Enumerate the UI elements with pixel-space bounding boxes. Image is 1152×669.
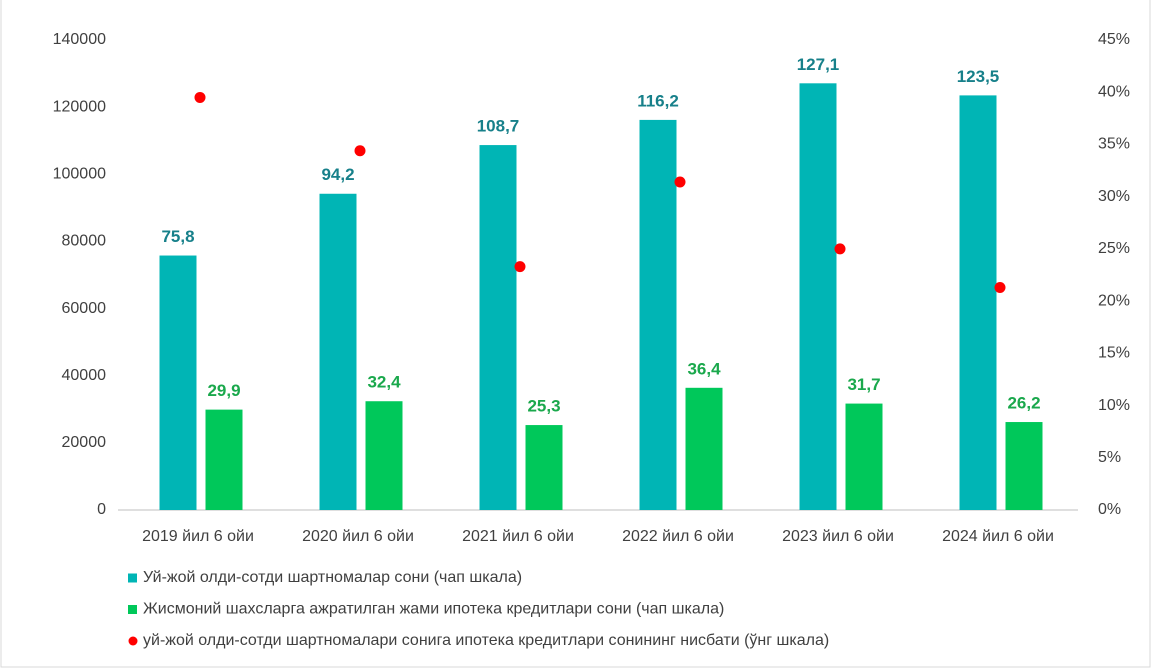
legend-marker — [128, 573, 137, 583]
point — [834, 243, 846, 255]
x-tick-label: 2021 йил 6 ойи — [462, 528, 574, 545]
legend-marker — [128, 636, 138, 646]
bar — [959, 95, 997, 511]
y-tick-label: 60000 — [62, 300, 107, 317]
bar — [685, 387, 723, 510]
bar — [159, 255, 197, 510]
y-tick-label: 40000 — [62, 367, 107, 384]
data-label: 94,2 — [321, 165, 354, 184]
bar — [639, 119, 677, 511]
point — [354, 145, 366, 157]
point — [194, 91, 206, 103]
y2-tick-label: 25% — [1098, 240, 1130, 257]
x-tick-label: 2019 йил 6 ойи — [142, 528, 254, 545]
y-tick-label: 100000 — [53, 166, 106, 183]
bar — [319, 193, 357, 510]
bar — [205, 409, 243, 510]
legend-label: Жисмоний шахсларга ажратилган жами ипоте… — [143, 601, 724, 618]
data-label: 31,7 — [847, 375, 880, 394]
point — [994, 282, 1006, 294]
legend-marker — [128, 605, 137, 614]
y-tick-label: 140000 — [53, 31, 106, 48]
y-tick-label: 0 — [97, 501, 106, 518]
y2-tick-label: 5% — [1098, 449, 1121, 466]
bar — [525, 425, 563, 510]
y2-tick-label: 35% — [1098, 136, 1130, 153]
x-tick-label: 2022 йил 6 ойи — [622, 528, 734, 545]
point — [514, 261, 526, 273]
data-label: 32,4 — [367, 373, 401, 392]
data-label: 123,5 — [957, 67, 1000, 86]
data-label: 75,8 — [161, 227, 194, 246]
y-tick-label: 80000 — [62, 233, 107, 250]
y2-tick-label: 15% — [1098, 345, 1130, 362]
data-label: 116,2 — [637, 91, 679, 110]
bar — [1005, 422, 1043, 510]
point — [674, 176, 686, 188]
data-label: 36,4 — [687, 359, 721, 378]
data-label: 108,7 — [477, 117, 520, 136]
data-label: 29,9 — [207, 381, 240, 400]
y2-tick-label: 10% — [1098, 397, 1130, 414]
y2-tick-label: 45% — [1098, 31, 1130, 48]
bar — [845, 403, 883, 510]
bar — [365, 401, 403, 510]
x-tick-label: 2020 йил 6 ойи — [302, 528, 414, 545]
y-tick-label: 20000 — [62, 434, 107, 451]
legend-label: Уй-жой олди-сотди шартномалар сони (чап … — [143, 569, 522, 586]
y2-tick-label: 20% — [1098, 292, 1130, 309]
y2-tick-label: 40% — [1098, 83, 1130, 100]
y2-tick-label: 30% — [1098, 188, 1130, 205]
data-label: 25,3 — [527, 397, 560, 416]
data-label: 127,1 — [797, 55, 840, 74]
x-tick-label: 2023 йил 6 ойи — [782, 528, 894, 545]
bar — [479, 145, 517, 511]
legend-label: уй-жой олди-сотди шартномалари сонига ип… — [143, 632, 829, 649]
x-tick-label: 2024 йил 6 ойи — [942, 528, 1054, 545]
y2-tick-label: 0% — [1098, 501, 1121, 518]
y-tick-label: 120000 — [53, 98, 106, 115]
data-label: 26,2 — [1007, 394, 1040, 413]
bar — [799, 83, 837, 511]
